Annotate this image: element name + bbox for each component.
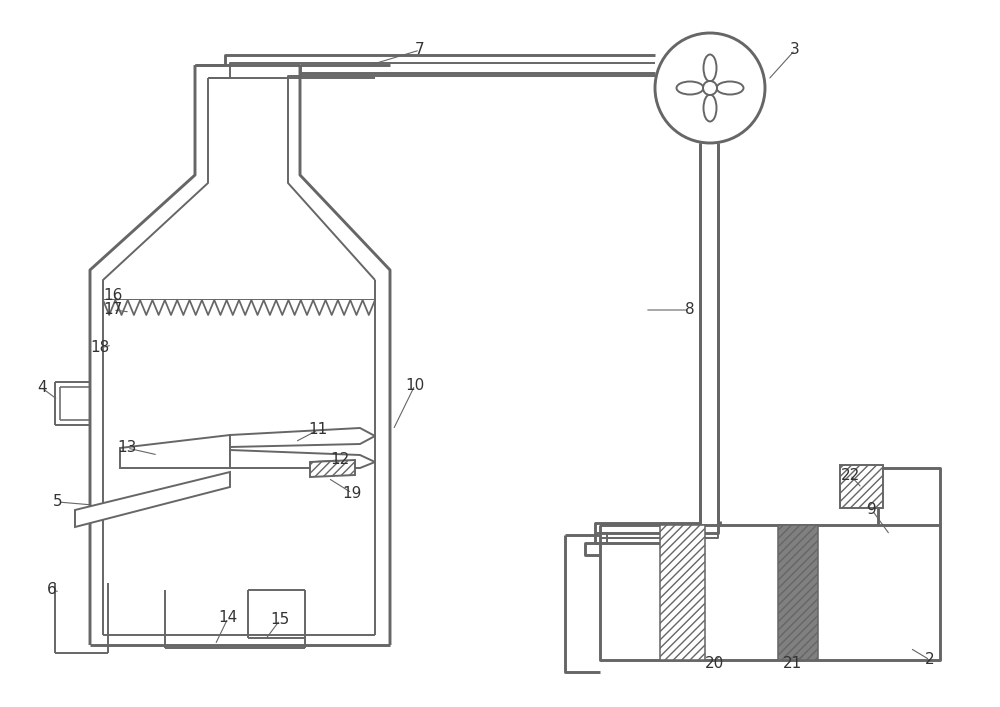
Text: 5: 5 <box>53 494 63 510</box>
Text: 21: 21 <box>782 655 802 670</box>
Polygon shape <box>120 435 230 468</box>
Text: 2: 2 <box>925 653 935 667</box>
Text: 16: 16 <box>103 288 123 303</box>
Text: 8: 8 <box>685 303 695 317</box>
Text: 15: 15 <box>270 612 290 628</box>
Polygon shape <box>778 525 818 660</box>
Text: 13: 13 <box>117 440 137 455</box>
Polygon shape <box>310 460 355 477</box>
Text: 9: 9 <box>867 503 877 518</box>
Text: 11: 11 <box>308 423 328 438</box>
Text: 3: 3 <box>790 42 800 57</box>
Text: 6: 6 <box>47 583 57 597</box>
Text: 12: 12 <box>330 452 350 467</box>
Polygon shape <box>840 465 883 508</box>
Text: 20: 20 <box>704 655 724 670</box>
Text: 19: 19 <box>342 486 362 501</box>
Text: 4: 4 <box>37 380 47 395</box>
Text: 22: 22 <box>840 467 860 482</box>
Text: 14: 14 <box>218 611 238 626</box>
Text: 7: 7 <box>415 42 425 57</box>
Circle shape <box>655 33 765 143</box>
Polygon shape <box>230 428 375 447</box>
Text: 17: 17 <box>103 303 123 317</box>
Polygon shape <box>75 472 230 527</box>
Text: 18: 18 <box>90 341 110 356</box>
Polygon shape <box>230 450 375 468</box>
Polygon shape <box>660 525 705 660</box>
Circle shape <box>703 81 717 95</box>
Polygon shape <box>103 300 375 315</box>
Text: 10: 10 <box>405 378 425 392</box>
